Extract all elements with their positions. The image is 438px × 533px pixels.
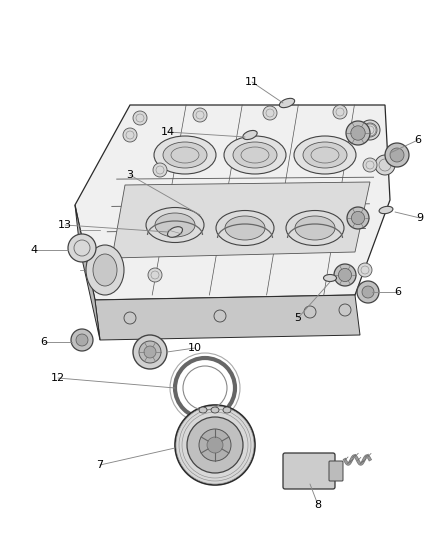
Ellipse shape [295,216,335,240]
Ellipse shape [155,213,195,237]
Circle shape [347,207,369,229]
Ellipse shape [154,136,216,174]
Circle shape [133,111,147,125]
Ellipse shape [225,216,265,240]
Circle shape [363,158,377,172]
Polygon shape [95,295,360,340]
Circle shape [153,163,167,177]
Circle shape [304,306,316,318]
Circle shape [375,155,395,175]
Circle shape [139,341,161,363]
Circle shape [263,106,277,120]
Text: 6: 6 [40,337,47,347]
Ellipse shape [286,211,344,246]
Text: 6: 6 [414,135,421,145]
Circle shape [339,304,351,316]
Ellipse shape [211,407,219,413]
Circle shape [68,234,96,262]
Circle shape [351,212,364,224]
Circle shape [385,143,409,167]
Circle shape [333,105,347,119]
Circle shape [390,148,404,162]
Text: 12: 12 [51,373,65,383]
Ellipse shape [223,407,231,413]
Text: 13: 13 [58,220,72,230]
Text: 14: 14 [161,127,175,137]
Text: 10: 10 [188,343,202,353]
Text: 5: 5 [294,313,301,323]
Circle shape [351,126,365,140]
Circle shape [334,264,356,286]
Polygon shape [112,182,370,258]
Ellipse shape [167,227,183,237]
Circle shape [133,335,167,369]
Ellipse shape [279,99,295,108]
FancyBboxPatch shape [329,461,343,481]
Circle shape [362,286,374,298]
Circle shape [148,268,162,282]
Circle shape [187,417,243,473]
Polygon shape [75,105,390,300]
Text: 6: 6 [395,287,402,297]
Circle shape [124,312,136,324]
Circle shape [193,108,207,122]
Ellipse shape [224,136,286,174]
Circle shape [207,437,223,453]
Circle shape [76,334,88,346]
Circle shape [339,269,352,281]
Ellipse shape [163,142,207,168]
Ellipse shape [324,274,336,281]
Text: 8: 8 [314,500,321,510]
Ellipse shape [379,206,393,214]
Ellipse shape [233,142,277,168]
Circle shape [199,429,231,461]
FancyBboxPatch shape [283,453,335,489]
Ellipse shape [199,407,207,413]
Ellipse shape [303,142,347,168]
Ellipse shape [146,207,204,243]
Circle shape [357,281,379,303]
Polygon shape [75,205,100,340]
Text: 9: 9 [417,213,424,223]
Ellipse shape [93,254,117,286]
Ellipse shape [86,245,124,295]
Ellipse shape [243,131,257,140]
Text: 7: 7 [96,460,103,470]
Circle shape [71,329,93,351]
Text: 11: 11 [245,77,259,87]
Circle shape [214,310,226,322]
Circle shape [144,346,156,358]
Circle shape [360,120,380,140]
Text: 4: 4 [30,245,38,255]
Circle shape [363,123,377,137]
Circle shape [346,121,370,145]
Circle shape [123,128,137,142]
Ellipse shape [294,136,356,174]
Circle shape [175,405,255,485]
Circle shape [358,263,372,277]
Text: 3: 3 [127,170,134,180]
Ellipse shape [216,211,274,246]
